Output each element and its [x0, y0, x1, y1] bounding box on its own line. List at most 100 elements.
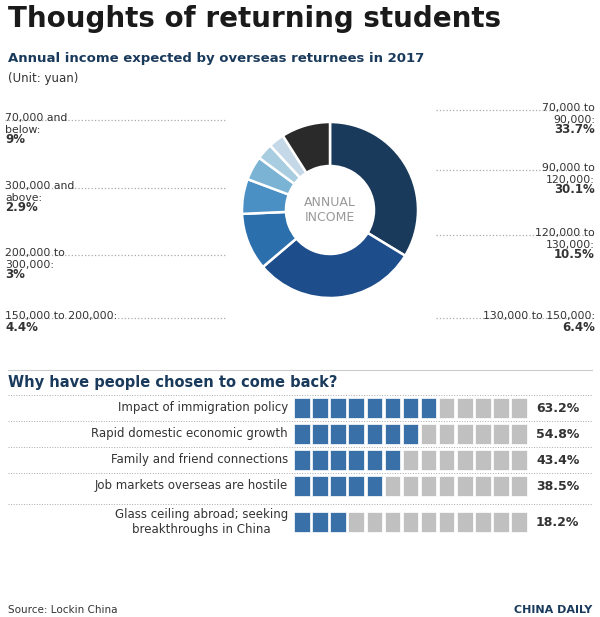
- Text: 43.4%: 43.4%: [536, 453, 580, 466]
- Wedge shape: [330, 122, 418, 255]
- Wedge shape: [263, 233, 405, 298]
- Wedge shape: [242, 212, 296, 267]
- Bar: [493, 450, 509, 470]
- Text: 9%: 9%: [5, 133, 25, 146]
- Bar: [385, 398, 400, 418]
- Text: 18.2%: 18.2%: [536, 515, 580, 529]
- Bar: [313, 512, 328, 532]
- Wedge shape: [248, 158, 295, 194]
- Text: CHINA DAILY: CHINA DAILY: [514, 605, 592, 615]
- Bar: [511, 512, 527, 532]
- Text: 150,000 to 200,000:: 150,000 to 200,000:: [5, 311, 117, 321]
- Bar: [403, 424, 418, 444]
- Text: 6.4%: 6.4%: [562, 321, 595, 334]
- Wedge shape: [259, 146, 300, 184]
- Bar: [475, 476, 491, 496]
- Bar: [457, 476, 473, 496]
- Bar: [349, 476, 364, 496]
- Bar: [457, 398, 473, 418]
- Bar: [475, 398, 491, 418]
- Text: 33.7%: 33.7%: [554, 123, 595, 136]
- Bar: [457, 424, 473, 444]
- Text: 90,000 to
120,000:: 90,000 to 120,000:: [542, 163, 595, 184]
- Text: Family and friend connections: Family and friend connections: [111, 453, 288, 466]
- Text: 70,000 to
90,000:: 70,000 to 90,000:: [542, 103, 595, 125]
- Text: Job markets overseas are hostile: Job markets overseas are hostile: [95, 479, 288, 492]
- Wedge shape: [270, 136, 307, 178]
- Bar: [349, 398, 364, 418]
- Bar: [294, 512, 310, 532]
- Text: 63.2%: 63.2%: [536, 402, 579, 415]
- Bar: [313, 398, 328, 418]
- Bar: [367, 398, 382, 418]
- Bar: [349, 424, 364, 444]
- Bar: [475, 450, 491, 470]
- Bar: [439, 476, 454, 496]
- Text: Rapid domestic economic growth: Rapid domestic economic growth: [91, 428, 288, 441]
- Text: Thoughts of returning students: Thoughts of returning students: [8, 5, 501, 33]
- Bar: [439, 450, 454, 470]
- Bar: [403, 476, 418, 496]
- Bar: [331, 398, 346, 418]
- Bar: [475, 424, 491, 444]
- Bar: [421, 512, 436, 532]
- Bar: [294, 450, 310, 470]
- Bar: [493, 512, 509, 532]
- Bar: [403, 512, 418, 532]
- Bar: [367, 512, 382, 532]
- Bar: [294, 424, 310, 444]
- Bar: [511, 450, 527, 470]
- Wedge shape: [242, 179, 289, 214]
- Bar: [367, 476, 382, 496]
- Text: 2.9%: 2.9%: [5, 201, 38, 214]
- Text: 38.5%: 38.5%: [536, 479, 579, 492]
- Bar: [367, 424, 382, 444]
- Bar: [385, 512, 400, 532]
- Text: 10.5%: 10.5%: [554, 248, 595, 261]
- Text: Impact of immigration policy: Impact of immigration policy: [118, 402, 288, 415]
- Bar: [421, 476, 436, 496]
- Bar: [457, 450, 473, 470]
- Bar: [313, 450, 328, 470]
- Bar: [457, 512, 473, 532]
- Bar: [403, 398, 418, 418]
- Bar: [349, 450, 364, 470]
- Text: Why have people chosen to come back?: Why have people chosen to come back?: [8, 375, 337, 390]
- Bar: [367, 450, 382, 470]
- Bar: [331, 512, 346, 532]
- Text: 130,000 to 150,000:: 130,000 to 150,000:: [483, 311, 595, 321]
- Text: 4.4%: 4.4%: [5, 321, 38, 334]
- Bar: [493, 424, 509, 444]
- Bar: [439, 512, 454, 532]
- Bar: [385, 476, 400, 496]
- Bar: [475, 512, 491, 532]
- Bar: [493, 398, 509, 418]
- Text: 30.1%: 30.1%: [554, 183, 595, 196]
- Bar: [331, 424, 346, 444]
- Text: 120,000 to
130,000:: 120,000 to 130,000:: [535, 228, 595, 250]
- Bar: [385, 450, 400, 470]
- Bar: [511, 476, 527, 496]
- Bar: [294, 398, 310, 418]
- Text: 200,000 to
300,000:: 200,000 to 300,000:: [5, 248, 65, 270]
- Bar: [421, 424, 436, 444]
- Text: (Unit: yuan): (Unit: yuan): [8, 72, 79, 85]
- Bar: [385, 424, 400, 444]
- Bar: [294, 476, 310, 496]
- Text: ANNUAL
INCOME: ANNUAL INCOME: [304, 196, 356, 224]
- Text: Source: Lockin China: Source: Lockin China: [8, 605, 118, 615]
- Text: 3%: 3%: [5, 268, 25, 281]
- Bar: [403, 450, 418, 470]
- Bar: [313, 476, 328, 496]
- Bar: [439, 398, 454, 418]
- Bar: [331, 450, 346, 470]
- Bar: [331, 476, 346, 496]
- Bar: [421, 398, 436, 418]
- Bar: [511, 424, 527, 444]
- Bar: [421, 450, 436, 470]
- Text: 300,000 and
above:: 300,000 and above:: [5, 181, 74, 202]
- Text: Glass ceiling abroad; seeking
breakthroughs in China: Glass ceiling abroad; seeking breakthrou…: [115, 508, 288, 536]
- Bar: [511, 398, 527, 418]
- Bar: [439, 424, 454, 444]
- Bar: [313, 424, 328, 444]
